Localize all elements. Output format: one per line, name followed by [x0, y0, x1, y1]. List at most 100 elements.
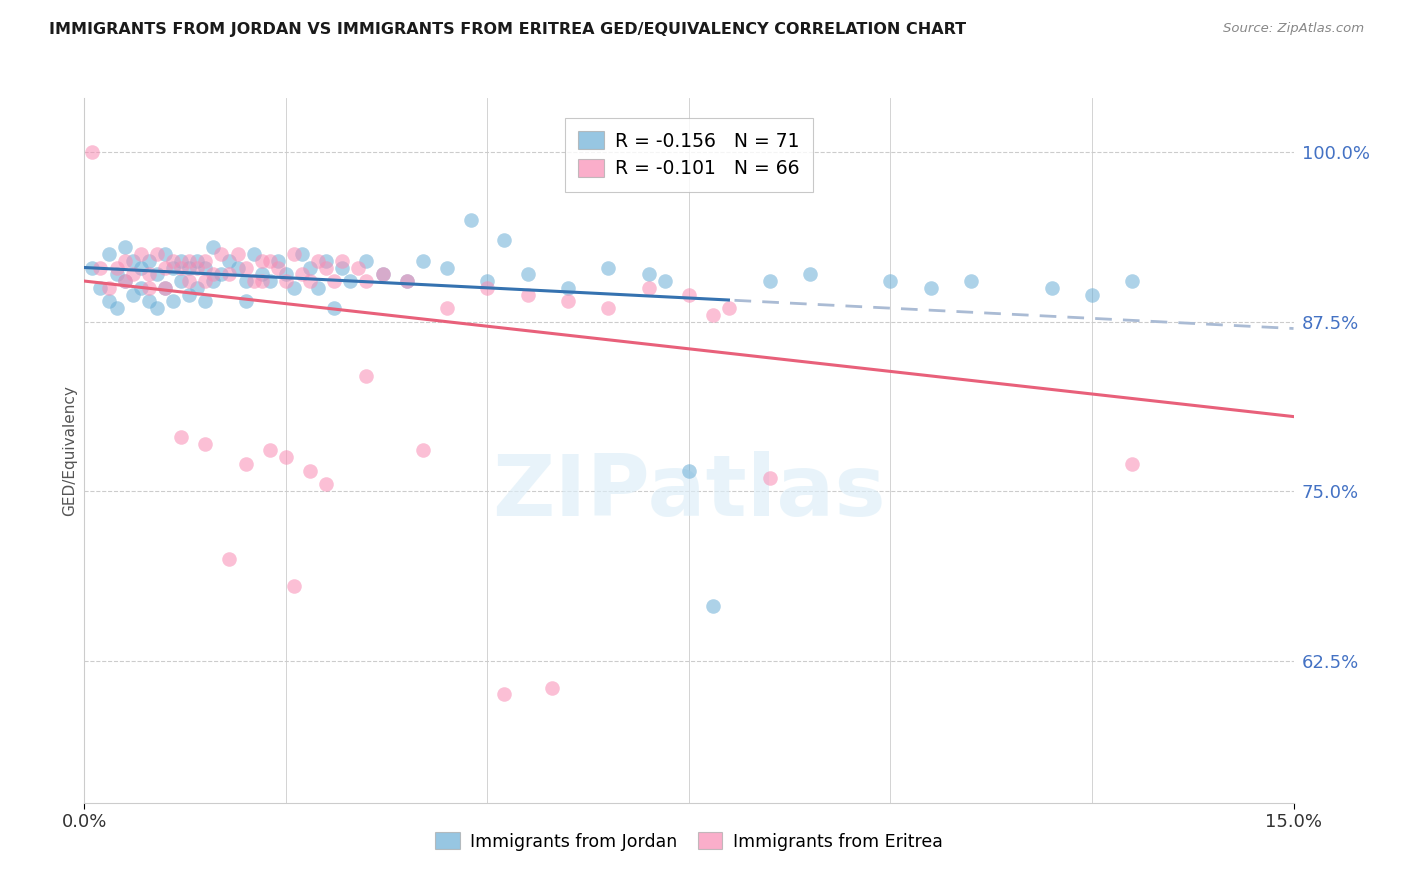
Point [879, 274, 901, 288]
Point [307, 281, 329, 295]
Point [97, 294, 120, 309]
Point [153, 281, 176, 295]
Point [330, 253, 353, 268]
Point [179, 274, 201, 288]
Point [371, 268, 394, 282]
Point [492, 234, 515, 248]
Point [299, 274, 322, 288]
Point [250, 268, 273, 282]
Point [138, 268, 160, 282]
Point [121, 253, 143, 268]
Point [395, 274, 418, 288]
Point [1040, 281, 1063, 295]
Text: IMMIGRANTS FROM JORDAN VS IMMIGRANTS FROM ERITREA GED/EQUIVALENCY CORRELATION CH: IMMIGRANTS FROM JORDAN VS IMMIGRANTS FRO… [49, 22, 966, 37]
Point [209, 268, 232, 282]
Point [235, 457, 257, 471]
Point [799, 268, 821, 282]
Point [105, 301, 128, 315]
Point [702, 599, 724, 614]
Point [209, 247, 232, 261]
Point [516, 268, 538, 282]
Point [202, 274, 225, 288]
Point [179, 253, 201, 268]
Point [121, 287, 143, 301]
Point [291, 247, 314, 261]
Point [162, 260, 184, 275]
Point [920, 281, 942, 295]
Point [153, 281, 176, 295]
Point [274, 450, 297, 465]
Point [162, 253, 184, 268]
Point [129, 260, 152, 275]
Point [291, 268, 314, 282]
Point [235, 260, 257, 275]
Point [114, 274, 136, 288]
Point [259, 274, 281, 288]
Point [557, 294, 579, 309]
Point [186, 281, 208, 295]
Point [637, 281, 659, 295]
Point [315, 253, 337, 268]
Point [242, 274, 264, 288]
Point [598, 260, 620, 275]
Point [114, 253, 136, 268]
Point [259, 443, 281, 458]
Legend: Immigrants from Jordan, Immigrants from Eritrea: Immigrants from Jordan, Immigrants from … [429, 825, 949, 857]
Point [89, 260, 111, 275]
Point [235, 274, 257, 288]
Point [347, 260, 370, 275]
Point [267, 253, 290, 268]
Point [436, 260, 458, 275]
Point [146, 247, 169, 261]
Point [146, 268, 169, 282]
Point [82, 260, 104, 275]
Point [194, 274, 217, 288]
Point [477, 281, 499, 295]
Point [299, 260, 322, 275]
Point [170, 430, 193, 444]
Point [97, 281, 120, 295]
Point [395, 274, 418, 288]
Point [339, 274, 361, 288]
Point [121, 268, 143, 282]
Point [250, 253, 273, 268]
Point [356, 368, 378, 383]
Point [274, 274, 297, 288]
Point [194, 260, 217, 275]
Point [202, 240, 225, 254]
Point [412, 443, 434, 458]
Point [436, 301, 458, 315]
Point [162, 294, 184, 309]
Point [678, 287, 700, 301]
Point [492, 687, 515, 701]
Text: Source: ZipAtlas.com: Source: ZipAtlas.com [1223, 22, 1364, 36]
Point [129, 247, 152, 261]
Point [356, 274, 378, 288]
Point [702, 308, 724, 322]
Point [153, 247, 176, 261]
Point [283, 281, 305, 295]
Point [516, 287, 538, 301]
Text: ZIPatlas: ZIPatlas [492, 451, 886, 534]
Point [274, 268, 297, 282]
Point [218, 253, 240, 268]
Point [250, 274, 273, 288]
Point [242, 247, 264, 261]
Point [170, 253, 193, 268]
Point [637, 268, 659, 282]
Point [356, 253, 378, 268]
Point [598, 301, 620, 315]
Point [114, 240, 136, 254]
Point [718, 301, 741, 315]
Point [460, 213, 482, 227]
Point [218, 552, 240, 566]
Point [259, 253, 281, 268]
Point [758, 274, 780, 288]
Point [315, 477, 337, 491]
Point [194, 253, 217, 268]
Point [179, 287, 201, 301]
Point [82, 145, 104, 160]
Point [218, 268, 240, 282]
Point [1121, 457, 1143, 471]
Point [307, 253, 329, 268]
